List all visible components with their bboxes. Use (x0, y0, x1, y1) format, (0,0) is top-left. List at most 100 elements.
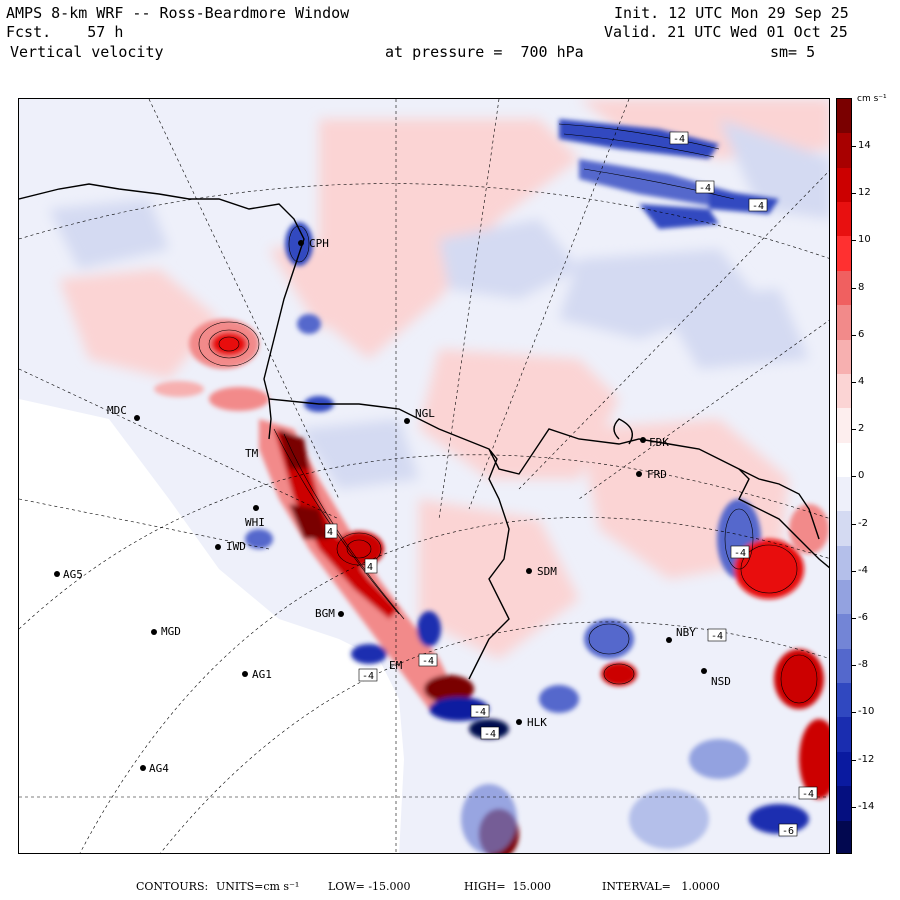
lat-lon-grid (19, 99, 829, 853)
station-mgd: MGD (151, 625, 181, 638)
colorbar-tick-mark (852, 476, 856, 478)
svg-text:IWD: IWD (226, 540, 246, 553)
footer-units: UNITS=cm s⁻¹ (216, 880, 300, 893)
colorbar-swatch (837, 580, 851, 615)
station-hlk: HLK (516, 716, 547, 729)
station-bgm: BGM (315, 607, 344, 620)
colorbar-tick-label: 2 (858, 423, 865, 435)
svg-text:MDC: MDC (107, 404, 127, 417)
vertical-velocity-map: CPH MDC NGL FDK FRD IWD WHI AG5 SDM MGD … (18, 98, 830, 854)
coastline (19, 183, 829, 680)
station-ag1: AG1 (242, 668, 272, 681)
svg-text:-4: -4 (474, 707, 486, 718)
svg-text:-4: -4 (711, 631, 723, 642)
station-ngl: NGL (404, 407, 435, 424)
colorbar-swatch (837, 133, 851, 168)
svg-text:-4: -4 (752, 201, 764, 212)
svg-text:WHI: WHI (245, 516, 265, 529)
svg-text:AG4: AG4 (149, 762, 169, 775)
velocity-field-broad (49, 99, 829, 659)
svg-text:AG1: AG1 (252, 668, 272, 681)
colorbar-swatch (837, 476, 851, 512)
colorbar-tick-mark (852, 193, 856, 195)
colorbar-swatch (837, 717, 851, 752)
svg-text:4: 4 (327, 527, 333, 538)
colorbar-tick-mark (852, 240, 856, 242)
colorbar-tick-label: -12 (858, 753, 875, 765)
colorbar-unit: cm s⁻¹ (857, 94, 887, 104)
colorbar-tick-mark (852, 712, 856, 714)
station-iwd: IWD (215, 540, 246, 553)
colorbar-swatch (837, 305, 851, 340)
footer-low: LOW= -15.000 (328, 880, 411, 893)
svg-text:FDK: FDK (649, 436, 669, 449)
station-ag5: AG5 (54, 568, 83, 581)
svg-text:-4: -4 (362, 671, 374, 682)
station-mdc: MDC (107, 404, 140, 421)
plateau-area (19, 399, 404, 853)
smoothing-value: sm= 5 (770, 43, 816, 61)
colorbar-tick-label: 6 (858, 328, 865, 340)
colorbar-tick-mark (852, 334, 856, 336)
colorbar-tick-mark (852, 618, 856, 619)
colorbar-swatch (837, 820, 851, 853)
svg-text:-4: -4 (484, 729, 496, 740)
valid-time: Valid. 21 UTC Wed 01 Oct 25 (604, 23, 848, 41)
colorbar-swatch (837, 545, 851, 581)
colorbar-tick-label: 10 (858, 234, 871, 246)
colorbar-tick-mark (852, 287, 856, 289)
station-tm: TM (245, 447, 259, 460)
station-sdm: SDM (526, 565, 557, 578)
svg-text:CPH: CPH (309, 237, 329, 250)
colorbar-tick-label: 12 (858, 187, 871, 199)
colorbar-tick-mark (852, 429, 856, 431)
colorbar-swatch (837, 614, 851, 649)
svg-text:-4: -4 (673, 134, 685, 145)
svg-text:EM: EM (389, 659, 403, 672)
colorbar-tick-mark (852, 523, 856, 525)
svg-text:TM: TM (245, 447, 259, 460)
svg-text:SDM: SDM (537, 565, 557, 578)
svg-text:-4: -4 (422, 656, 434, 667)
svg-text:AG5: AG5 (63, 568, 83, 581)
colorbar-tick-label: -6 (858, 612, 868, 623)
station-frd: FRD (636, 468, 667, 481)
svg-text:FRD: FRD (647, 468, 667, 481)
svg-text:-4: -4 (802, 789, 814, 800)
svg-text:-6: -6 (782, 826, 794, 837)
colorbar-swatch (837, 167, 851, 203)
colorbar-swatch (837, 408, 851, 443)
svg-text:NBY: NBY (676, 626, 696, 639)
colorbar-swatch (837, 373, 851, 409)
colorbar-tick-label: 8 (858, 281, 865, 293)
colorbar (836, 98, 852, 854)
colorbar-swatch (837, 202, 851, 237)
station-ag4: AG4 (140, 762, 169, 775)
svg-text:BGM: BGM (315, 607, 335, 620)
colorbar-tick-label: -4 (858, 564, 868, 576)
pressure-level: at pressure = 700 hPa (385, 43, 584, 61)
station-nsd: NSD (701, 668, 731, 688)
colorbar-tick-label: -8 (858, 659, 868, 671)
colorbar-tick-mark (852, 806, 856, 808)
colorbar-tick-mark (852, 665, 856, 667)
map-title: AMPS 8-km WRF -- Ross-Beardmore Window (6, 4, 350, 22)
station-nby: NBY (666, 626, 696, 643)
footer-contours-label: CONTOURS: (136, 880, 209, 893)
svg-text:4: 4 (367, 562, 373, 573)
station-cph: CPH (298, 237, 329, 250)
station-markers: CPH MDC NGL FDK FRD IWD WHI AG5 SDM MGD … (54, 237, 731, 775)
init-time: Init. 12 UTC Mon 29 Sep 25 (614, 4, 849, 22)
svg-text:NGL: NGL (415, 407, 435, 420)
svg-text:HLK: HLK (527, 716, 547, 729)
colorbar-swatch (837, 683, 851, 718)
svg-text:NSD: NSD (711, 675, 731, 688)
colorbar-tick-label: -14 (858, 800, 875, 812)
colorbar-swatch (837, 786, 851, 821)
colorbar-tick-mark (852, 759, 856, 761)
footer-interval: INTERVAL= 1.0000 (602, 880, 720, 893)
colorbar-tick-mark (852, 146, 856, 147)
colorbar-swatch (837, 751, 851, 787)
colorbar-tick-label: 4 (858, 376, 865, 387)
colorbar-tick-label: -2 (858, 517, 868, 529)
